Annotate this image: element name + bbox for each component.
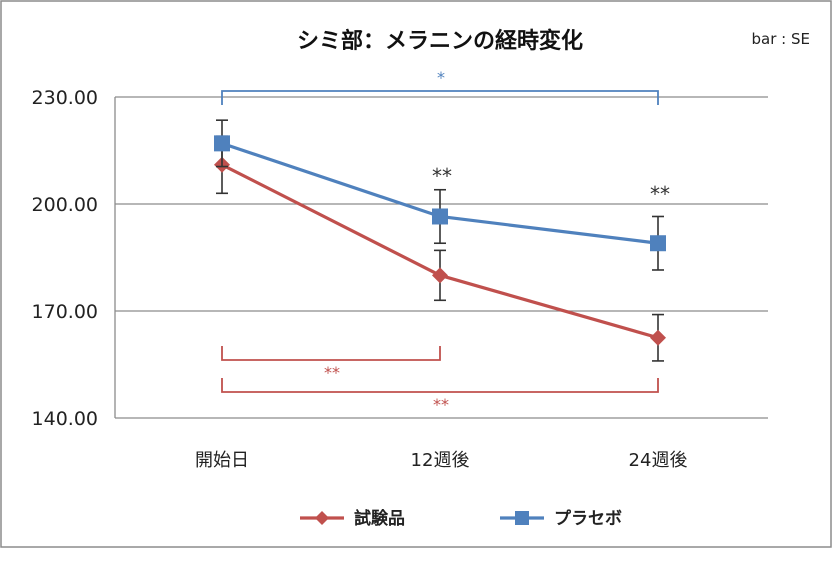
y-tick-label: 170.00 [32, 301, 98, 323]
chart-title: シミ部：メラニンの経時変化 [297, 28, 583, 54]
legend-label: プラセボ [554, 508, 622, 529]
legend: 試験品 プラセボ [300, 508, 622, 529]
legend-item: 試験品 [300, 508, 405, 529]
x-tick-label: 24週後 [629, 450, 688, 471]
significance-bracket [221, 346, 441, 361]
series-layer [214, 119, 666, 362]
y-tick-label: 200.00 [32, 194, 98, 216]
x-tick-labels: 開始日 12週後 24週後 [195, 450, 687, 471]
y-tick-labels: 230.00 200.00 170.00 140.00 [32, 87, 98, 430]
x-tick-label: 開始日 [195, 450, 249, 471]
point-annotation: ** [650, 182, 670, 206]
x-tick-label: 12週後 [411, 450, 470, 471]
grid-layer [114, 96, 768, 419]
error-bar-note: bar : SE [752, 30, 810, 48]
legend-marker [315, 511, 329, 525]
point-annotations: ** ** [432, 164, 670, 206]
point-annotation: ** [432, 164, 452, 188]
legend-marker [515, 511, 529, 525]
significance-brackets: ***** [221, 68, 659, 414]
data-point [650, 235, 666, 252]
data-point [432, 267, 448, 284]
legend-label: 試験品 [354, 508, 405, 529]
data-point [214, 135, 230, 152]
bracket-label: ** [433, 395, 449, 414]
y-tick-label: 230.00 [32, 87, 98, 109]
series-square [214, 119, 666, 271]
chart-frame [0, 0, 832, 548]
y-tick-label: 140.00 [32, 408, 98, 430]
bracket-label: * [437, 68, 445, 87]
significance-bracket [221, 378, 659, 393]
bracket-label: ** [324, 363, 340, 382]
significance-bracket [221, 90, 659, 105]
legend-item: プラセボ [500, 508, 622, 529]
data-point [650, 329, 666, 346]
data-point [432, 208, 448, 225]
